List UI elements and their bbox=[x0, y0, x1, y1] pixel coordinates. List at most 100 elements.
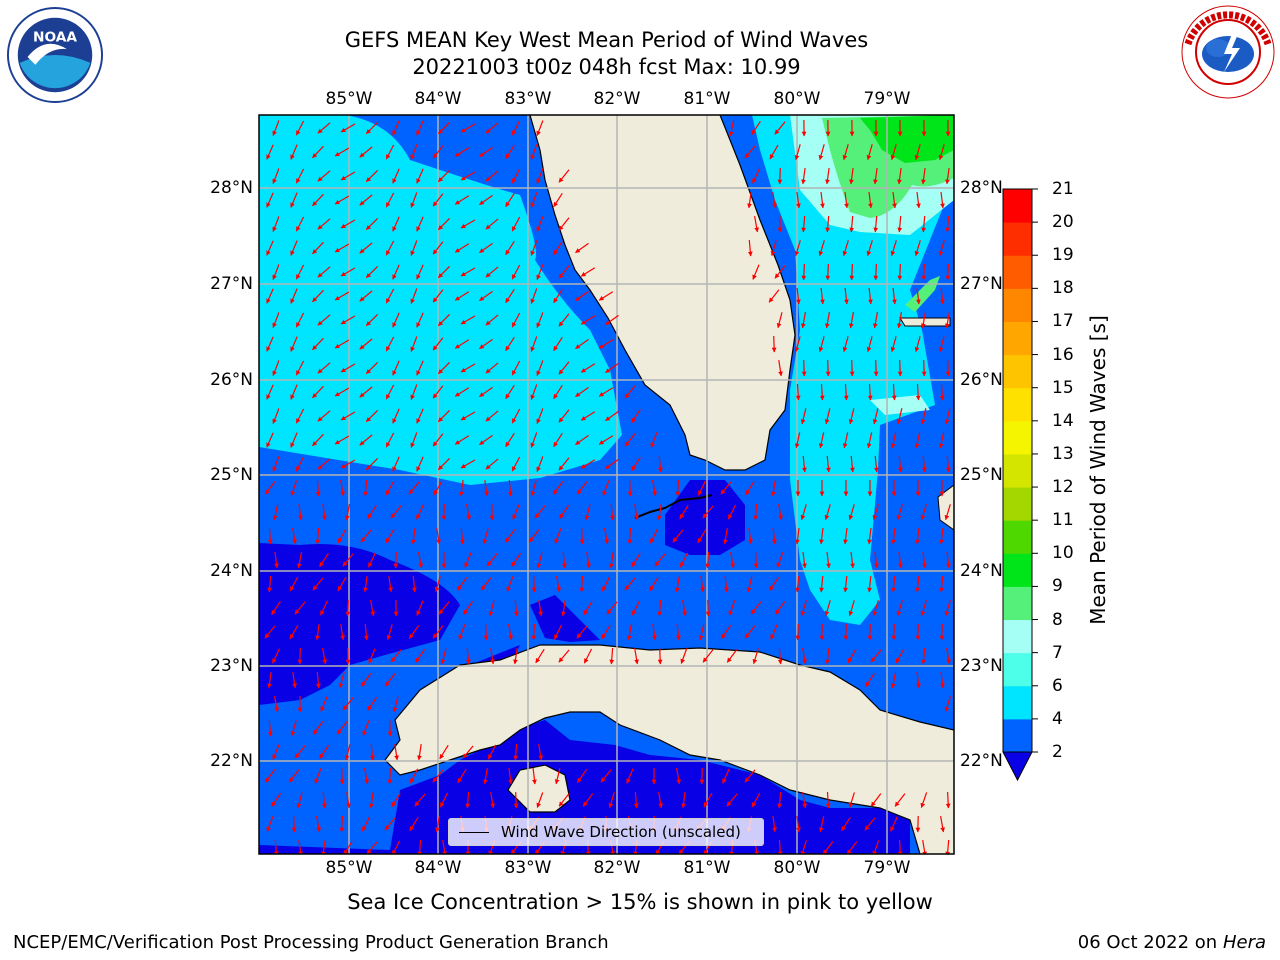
wind-wave-arrow bbox=[868, 192, 873, 209]
wind-wave-arrow bbox=[365, 457, 379, 471]
wind-wave-arrow bbox=[874, 552, 879, 569]
wind-wave-arrow bbox=[794, 240, 801, 257]
wind-wave-arrow bbox=[920, 792, 928, 809]
wind-wave-arrow bbox=[818, 240, 825, 257]
wind-wave-arrow bbox=[561, 600, 566, 617]
wind-wave-arrow bbox=[800, 504, 807, 521]
wind-wave-arrow bbox=[682, 600, 687, 617]
wind-wave-arrow bbox=[726, 649, 738, 663]
wind-wave-arrow bbox=[825, 359, 831, 377]
wind-wave-arrow bbox=[531, 575, 537, 593]
wind-wave-arrow bbox=[266, 192, 274, 208]
wind-wave-arrow bbox=[385, 384, 395, 400]
footer-credit: NCEP/EMC/Verification Post Processing Pr… bbox=[13, 932, 609, 953]
wind-wave-arrow bbox=[914, 144, 921, 161]
wind-wave-arrow bbox=[290, 192, 298, 208]
wind-wave-arrow bbox=[270, 793, 282, 807]
wind-wave-arrow bbox=[315, 624, 320, 641]
wind-wave-arrow bbox=[365, 361, 379, 375]
wind-wave-arrow bbox=[511, 216, 521, 232]
wind-wave-arrow bbox=[485, 458, 499, 470]
wind-wave-arrow bbox=[796, 288, 801, 305]
wind-wave-arrow bbox=[432, 145, 444, 159]
wind-wave-arrow bbox=[819, 383, 825, 401]
wind-wave-arrow bbox=[437, 409, 451, 423]
wind-wave-arrow bbox=[485, 218, 499, 230]
wind-wave-arrow bbox=[751, 120, 761, 136]
wind-wave-arrow bbox=[631, 600, 641, 616]
wind-wave-arrow bbox=[818, 336, 825, 353]
graticule bbox=[259, 115, 954, 854]
wind-wave-arrow bbox=[359, 290, 373, 302]
wind-wave-arrow bbox=[777, 791, 783, 809]
wind-wave-arrow bbox=[338, 672, 345, 689]
wind-wave-arrow bbox=[485, 170, 499, 182]
wind-wave-arrow bbox=[392, 312, 400, 328]
wind-wave-arrow bbox=[627, 479, 633, 497]
wind-wave-arrow bbox=[582, 793, 594, 807]
wind-wave-arrow bbox=[264, 625, 276, 639]
wind-wave-arrow bbox=[672, 529, 684, 543]
wind-wave-arrow bbox=[795, 528, 800, 545]
wind-wave-arrow bbox=[365, 121, 379, 135]
wind-wave-arrow bbox=[843, 575, 849, 593]
wind-wave-arrow bbox=[507, 479, 513, 497]
wind-wave-arrow bbox=[505, 384, 515, 400]
wind-wave-arrow bbox=[818, 144, 825, 161]
wind-wave-arrow bbox=[334, 291, 350, 301]
wind-wave-arrow bbox=[530, 336, 538, 352]
wind-wave-arrow bbox=[679, 552, 689, 568]
wind-wave-arrow bbox=[921, 215, 927, 233]
wind-wave-arrow bbox=[365, 169, 379, 183]
wind-wave-arrow bbox=[272, 168, 280, 184]
wind-wave-arrow bbox=[322, 647, 328, 665]
wind-wave-arrow bbox=[538, 744, 543, 761]
colorbar-tick-label: 15 bbox=[1052, 377, 1074, 398]
wind-wave-arrow bbox=[778, 360, 783, 377]
wind-wave-arrow bbox=[846, 841, 858, 854]
wind-wave-arrow bbox=[744, 769, 756, 783]
wind-wave-arrow bbox=[802, 792, 807, 809]
map-frame bbox=[258, 114, 955, 855]
wind-wave-arrow bbox=[317, 410, 331, 422]
wind-wave-arrow bbox=[945, 215, 951, 233]
wind-wave-arrow bbox=[290, 432, 298, 448]
wind-wave-arrow bbox=[437, 169, 451, 183]
wind-wave-arrow bbox=[891, 383, 897, 401]
lat-tick-label: 28°N bbox=[210, 178, 253, 198]
wind-wave-arrow bbox=[795, 575, 801, 593]
footer-date-text: 06 Oct 2022 on bbox=[1077, 932, 1223, 953]
wind-wave-arrow bbox=[411, 528, 416, 545]
lon-tick-label: 83°W bbox=[504, 858, 552, 878]
wind-wave-arrow bbox=[274, 552, 279, 569]
wind-wave-arrow bbox=[312, 433, 324, 447]
wind-wave-arrow bbox=[484, 480, 489, 497]
wind-wave-arrow bbox=[944, 504, 951, 521]
wind-wave-arrow bbox=[634, 648, 639, 665]
wind-wave-arrow bbox=[825, 215, 831, 233]
lat-tick-label: 23°N bbox=[210, 656, 253, 676]
wind-wave-arrow bbox=[536, 168, 544, 184]
wind-wave-arrow bbox=[558, 505, 570, 519]
wind-wave-arrow bbox=[460, 267, 476, 277]
wind-wave-arrow bbox=[321, 791, 327, 809]
wind-wave-arrow bbox=[558, 265, 570, 279]
colorbar-segment bbox=[1003, 453, 1032, 488]
wind-wave-arrow bbox=[479, 242, 493, 254]
wind-wave-arrow bbox=[794, 144, 801, 161]
wind-wave-arrow bbox=[432, 385, 444, 399]
wind-wave-arrow bbox=[558, 409, 570, 423]
wind-wave-arrow bbox=[505, 432, 515, 448]
wind-wave-arrow bbox=[359, 242, 373, 254]
wind-wave-arrow bbox=[264, 769, 276, 783]
wind-wave-arrow bbox=[945, 455, 951, 473]
wind-wave-arrow bbox=[388, 576, 393, 593]
colorbar-segment bbox=[1003, 420, 1032, 455]
wind-wave-arrow bbox=[598, 387, 614, 397]
wind-wave-arrow bbox=[801, 168, 806, 185]
wind-wave-arrow bbox=[945, 359, 951, 377]
wind-wave-arrow bbox=[679, 504, 689, 520]
colorbar-tick-label: 18 bbox=[1052, 278, 1074, 299]
wind-wave-arrow bbox=[895, 648, 905, 664]
wind-wave-arrow bbox=[825, 455, 831, 473]
